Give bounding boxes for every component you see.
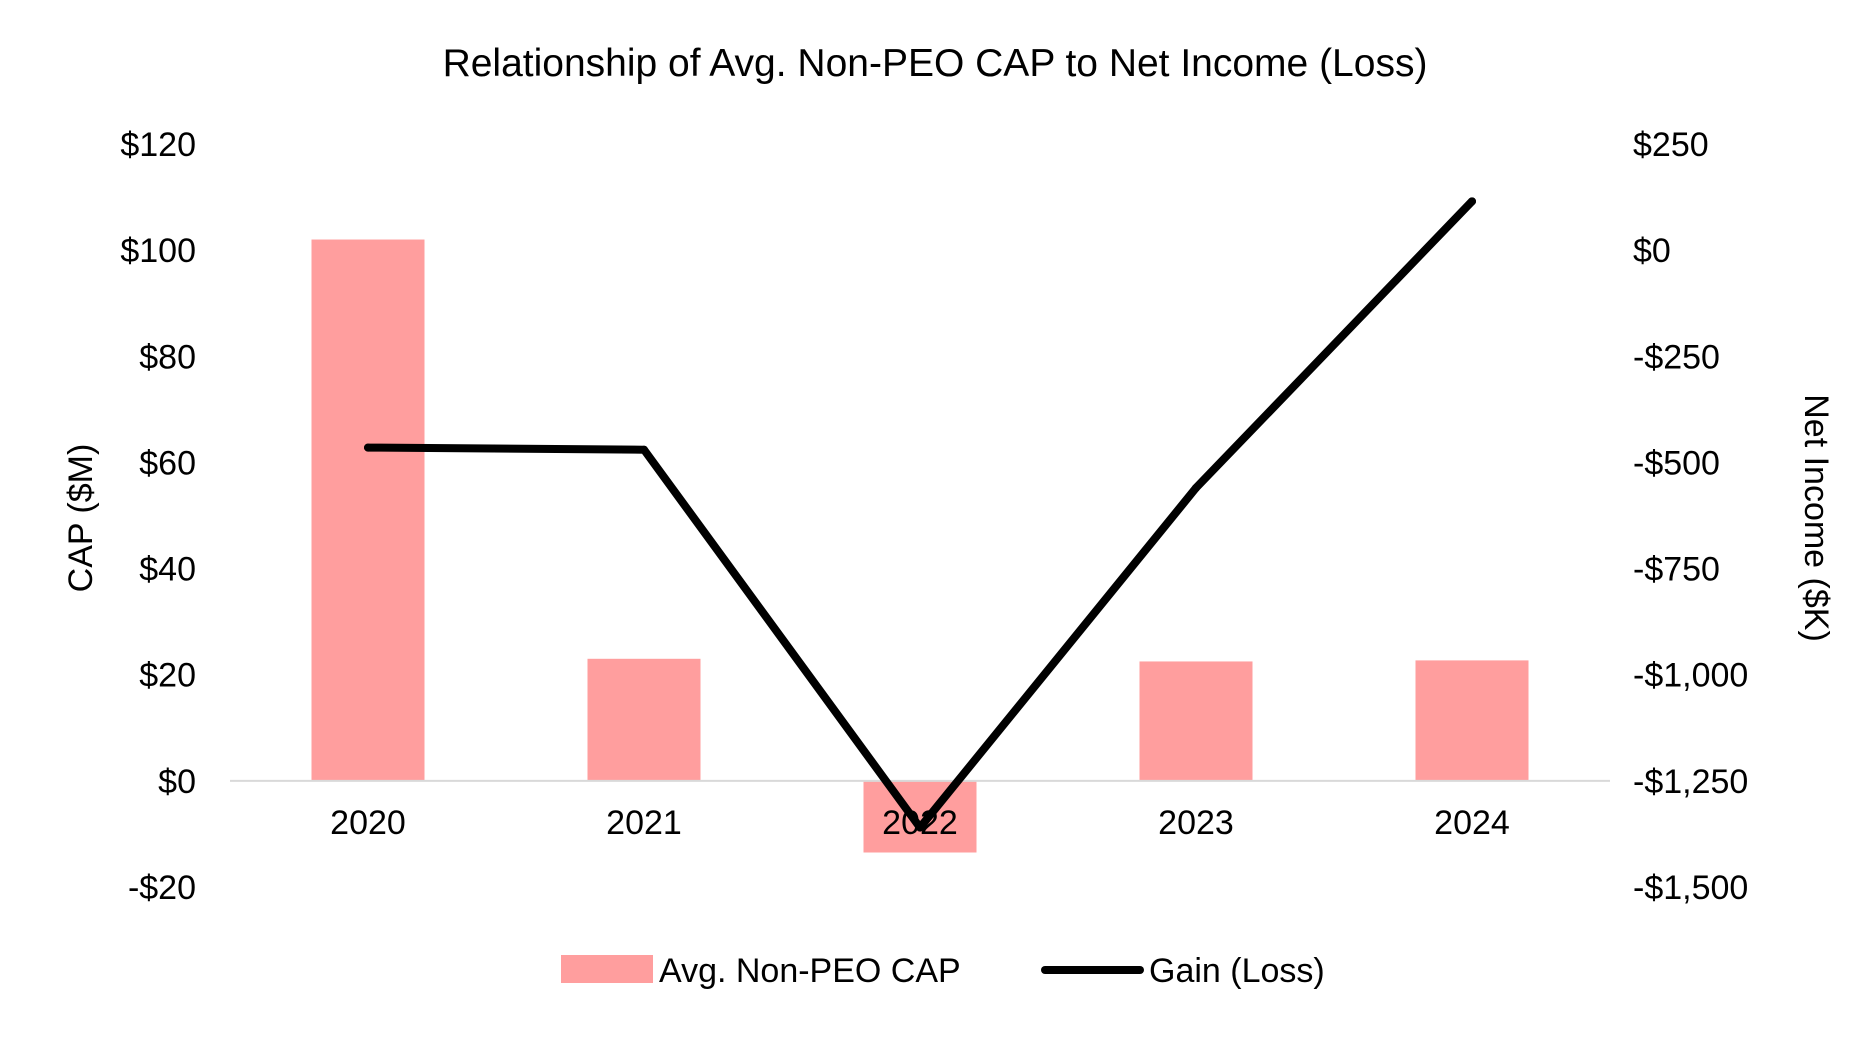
line-point-2022 <box>916 823 924 832</box>
line-series <box>364 197 1476 832</box>
x-tick-label: 2021 <box>606 804 682 842</box>
left-tick-label: $40 <box>139 551 196 589</box>
bar-series <box>311 239 1529 853</box>
right-axis-ticks: $250 $0 -$250 -$500 -$750 -$1,000 -$1,250 -$1,5… <box>1633 126 1748 907</box>
left-tick-label: $20 <box>139 657 196 695</box>
right-tick-label: -$1,500 <box>1633 869 1748 907</box>
bar-2023 <box>1139 661 1253 781</box>
right-tick-label: -$1,000 <box>1633 657 1748 695</box>
line-point-2021 <box>640 445 648 454</box>
left-tick-label: $60 <box>139 444 196 482</box>
x-tick-label: 2020 <box>330 804 406 842</box>
bar-2021 <box>587 658 701 781</box>
legend: Avg. Non-PEO CAP Gain (Loss) <box>561 952 1325 990</box>
left-tick-label: $100 <box>120 232 196 270</box>
right-tick-label: -$500 <box>1633 444 1720 482</box>
left-axis-ticks: $120 $100 $80 $60 $40 $20 $0 -$20 <box>120 126 196 907</box>
right-axis-label: Net Income ($K) <box>1797 394 1835 642</box>
right-tick-label: $0 <box>1633 232 1671 270</box>
right-tick-label: -$750 <box>1633 551 1720 589</box>
left-tick-label: $0 <box>158 763 196 801</box>
x-tick-label: 2024 <box>1434 804 1510 842</box>
right-tick-label: -$250 <box>1633 338 1720 376</box>
bar-2020 <box>311 239 425 781</box>
bar-2024 <box>1415 660 1529 781</box>
legend-label-bar: Avg. Non-PEO CAP <box>659 952 961 990</box>
bar-2022 <box>863 780 977 853</box>
legend-swatch-bar <box>561 955 653 983</box>
left-axis-label: CAP ($M) <box>62 444 100 593</box>
left-tick-label: $120 <box>120 126 196 164</box>
chart-title: Relationship of Avg. Non-PEO CAP to Net … <box>443 42 1428 85</box>
x-tick-label: 2023 <box>1158 804 1234 842</box>
line-point-2023 <box>1192 483 1200 492</box>
line-point-2020 <box>364 443 372 452</box>
left-tick-label: $80 <box>139 338 196 376</box>
legend-label-line: Gain (Loss) <box>1149 952 1325 990</box>
line-point-2024 <box>1468 197 1476 206</box>
right-tick-label: -$1,250 <box>1633 763 1748 801</box>
x-axis-ticks: 2020 2021 2022 2023 2024 <box>330 804 1510 842</box>
left-tick-label: -$20 <box>128 869 196 907</box>
right-tick-label: $250 <box>1633 126 1709 164</box>
